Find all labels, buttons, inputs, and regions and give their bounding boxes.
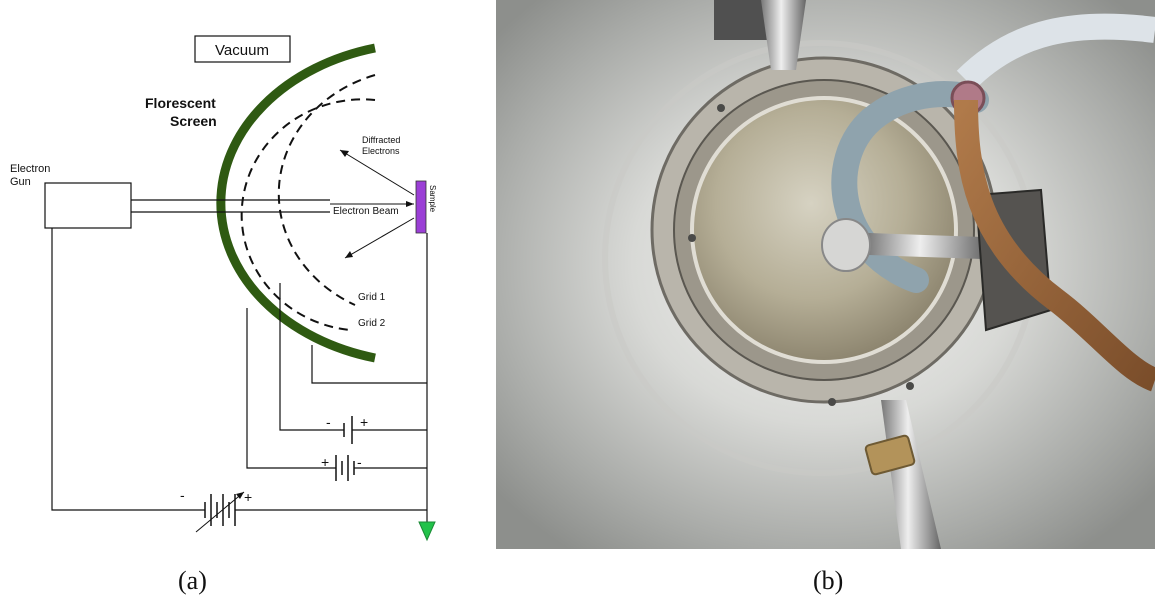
- battery-2-plus: +: [321, 454, 329, 470]
- grid-1-arc: [277, 74, 376, 306]
- gun-label-line1: Electron: [10, 163, 50, 175]
- grid-2-arc: [240, 98, 376, 331]
- battery-1-plus: +: [360, 414, 368, 430]
- variable-source-arrow: [195, 491, 245, 533]
- battery-2-minus: -: [357, 454, 362, 470]
- electron-gun-body: [44, 182, 132, 229]
- vacuum-label: Vacuum: [215, 42, 269, 59]
- diffracted-arrow-up: [339, 149, 415, 196]
- battery-3-minus: -: [180, 487, 185, 503]
- screen-label-line2: Screen: [170, 113, 217, 129]
- screen-label-line1: Florescent: [145, 95, 216, 111]
- battery-1-minus: -: [326, 414, 331, 430]
- grid-1-label: Grid 1: [358, 292, 386, 303]
- copper-braid-cable: [954, 99, 1155, 392]
- electron-beam-label: Electron Beam: [333, 206, 399, 217]
- diffracted-arrow-down: [344, 217, 415, 259]
- gun-label-line2: Gun: [10, 176, 31, 188]
- diffracted-label-line1: Diffracted: [362, 135, 400, 145]
- grid-2-label: Grid 2: [358, 318, 386, 329]
- sample: [415, 180, 427, 234]
- caption-b: (b): [813, 566, 844, 595]
- phosphor-screen: [690, 96, 958, 364]
- caption-a: (a): [178, 566, 207, 595]
- leed-chamber-photo: [496, 0, 1155, 549]
- battery-3-plus: +: [244, 489, 252, 505]
- ground-symbol: [418, 521, 436, 542]
- leed-schematic-diagram: Vacuum Florescent Screen Grid 1 Grid 2 E…: [10, 35, 437, 542]
- sample-label: Sample: [428, 185, 437, 213]
- fluorescent-screen-arc: [216, 43, 376, 363]
- vacuum-label-box: [194, 35, 291, 63]
- sample-holder: [821, 218, 871, 272]
- diffracted-label-line2: Electrons: [362, 146, 400, 156]
